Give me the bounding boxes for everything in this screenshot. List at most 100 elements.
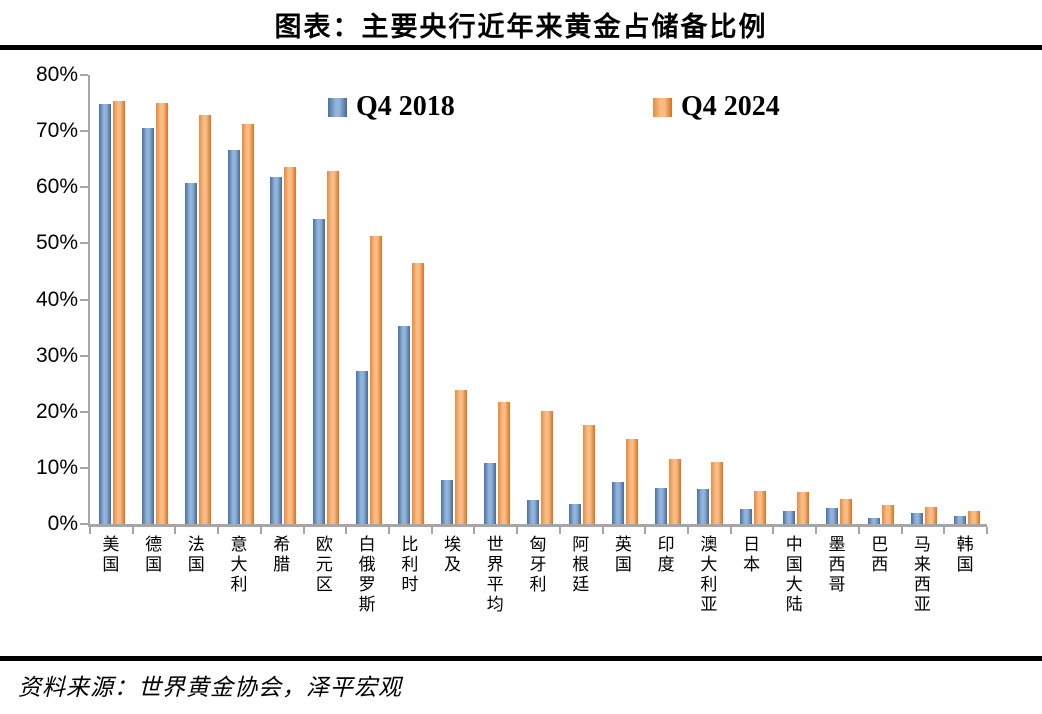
category-label-德国: 德国 <box>142 535 162 575</box>
x-axis-tick <box>644 527 647 534</box>
bar-q4-2024-澳大利亚 <box>711 462 724 524</box>
bar-q4-2024-墨西哥 <box>839 499 852 524</box>
bar-q4-2018-阿根廷 <box>569 504 582 524</box>
legend-swatch-icon <box>653 97 672 117</box>
bar-q4-2018-巴西 <box>868 518 881 524</box>
x-axis-tick <box>815 527 818 534</box>
bar-q4-2024-世界平均 <box>497 401 510 524</box>
bar-q4-2024-德国 <box>156 103 169 524</box>
chart-title: 图表：主要央行近年来黄金占储备比例 <box>274 12 768 42</box>
bar-q4-2018-日本 <box>740 509 753 524</box>
y-axis-tick <box>80 466 88 469</box>
bar-q4-2018-澳大利亚 <box>697 489 710 524</box>
y-axis-tick <box>80 354 88 357</box>
y-tick-label: 50% <box>35 231 78 255</box>
category-label-埃及: 埃及 <box>441 535 461 575</box>
bar-q4-2018-墨西哥 <box>825 507 838 524</box>
category-label-欧元区: 欧元区 <box>312 535 332 595</box>
legend-label: Q4 2024 <box>681 91 780 122</box>
bar-q4-2024-法国 <box>198 115 211 524</box>
legend-swatch-icon <box>328 97 347 117</box>
x-axis-tick <box>772 527 775 534</box>
x-axis-tick <box>259 527 262 534</box>
bar-q4-2018-意大利 <box>227 150 240 524</box>
x-axis-tick <box>345 527 348 534</box>
category-label-世界平均: 世界平均 <box>483 535 503 615</box>
legend-label: Q4 2018 <box>356 91 455 122</box>
x-axis-tick <box>131 527 134 534</box>
bar-q4-2024-英国 <box>625 439 638 524</box>
bar-q4-2018-韩国 <box>953 516 966 524</box>
category-label-韩国: 韩国 <box>953 535 973 575</box>
category-label-白俄罗斯: 白俄罗斯 <box>355 535 375 615</box>
bar-q4-2018-白俄罗斯 <box>355 370 368 524</box>
bar-q4-2024-埃及 <box>455 389 468 524</box>
x-axis-tick <box>601 527 604 534</box>
legend-item-q4-2024: Q4 2024 <box>653 91 780 123</box>
title-divider <box>0 45 1042 50</box>
y-tick-label: 60% <box>35 175 78 199</box>
x-axis-tick <box>729 527 732 534</box>
y-axis-tick <box>80 242 88 245</box>
bar-q4-2024-印度 <box>668 458 681 524</box>
x-axis-tick <box>473 527 476 534</box>
bar-q4-2024-白俄罗斯 <box>369 236 382 524</box>
bar-q4-2024-日本 <box>754 490 767 524</box>
bar-q4-2018-欧元区 <box>312 218 325 524</box>
x-axis-tick <box>388 527 390 534</box>
x-axis-tick <box>89 527 91 534</box>
bar-q4-2024-阿根廷 <box>583 425 596 524</box>
category-label-阿根廷: 阿根廷 <box>569 535 589 595</box>
x-axis-tick <box>302 527 305 534</box>
y-tick-label: 10% <box>35 455 78 479</box>
y-axis-tick <box>80 410 88 413</box>
bar-q4-2018-美国 <box>99 104 112 524</box>
category-label-中国大陆: 中国大陆 <box>782 535 802 615</box>
bar-q4-2018-马来西亚 <box>910 513 923 524</box>
bar-q4-2024-欧元区 <box>326 170 339 524</box>
bar-q4-2018-希腊 <box>270 177 283 524</box>
bar-q4-2024-比利时 <box>412 263 425 524</box>
category-label-日本: 日本 <box>740 535 760 575</box>
category-label-比利时: 比利时 <box>398 535 418 595</box>
x-axis-tick <box>516 527 519 534</box>
bar-q4-2018-世界平均 <box>483 463 496 524</box>
category-label-希腊: 希腊 <box>270 535 290 575</box>
y-tick-label: 80% <box>35 63 78 86</box>
x-axis-tick <box>857 527 860 534</box>
legend-item-q4-2018: Q4 2018 <box>328 91 455 123</box>
category-label-美国: 美国 <box>99 535 119 575</box>
y-axis-tick <box>80 186 88 189</box>
category-label-澳大利亚: 澳大利亚 <box>697 535 717 615</box>
bar-q4-2024-韩国 <box>967 511 980 524</box>
bar-q4-2024-中国大陆 <box>796 492 809 524</box>
bar-q4-2024-美国 <box>113 100 126 524</box>
bar-q4-2018-埃及 <box>441 480 454 524</box>
y-axis-tick <box>80 74 88 76</box>
x-axis-tick <box>900 527 903 534</box>
bar-q4-2018-德国 <box>142 128 155 524</box>
y-axis-tick <box>80 130 88 133</box>
category-label-巴西: 巴西 <box>868 535 888 575</box>
x-axis-tick <box>986 527 988 534</box>
y-tick-label: 20% <box>35 399 78 423</box>
y-tick-label: 40% <box>35 287 78 311</box>
bar-chart-plot-area: 0% 10% 20% 30% 40% 50% 60% 70% 80% 美国 德国 法国 意大利 希腊 欧元区… <box>36 64 988 615</box>
footer-divider <box>0 656 1042 661</box>
bar-q4-2018-匈牙利 <box>526 500 539 524</box>
bar-q4-2018-比利时 <box>398 326 411 524</box>
y-axis-tick <box>80 523 88 525</box>
category-label-英国: 英国 <box>611 535 631 575</box>
y-tick-label: 70% <box>35 119 78 143</box>
y-tick-label: 30% <box>35 343 78 367</box>
bar-q4-2018-中国大陆 <box>782 510 795 524</box>
bar-q4-2024-希腊 <box>284 167 297 524</box>
x-axis-tick <box>217 527 220 534</box>
bar-q4-2024-巴西 <box>882 505 895 524</box>
x-axis-tick <box>558 527 561 534</box>
y-axis-tick <box>80 298 88 301</box>
bar-q4-2018-英国 <box>611 482 624 524</box>
category-label-法国: 法国 <box>184 535 204 575</box>
x-axis-tick <box>943 527 946 534</box>
